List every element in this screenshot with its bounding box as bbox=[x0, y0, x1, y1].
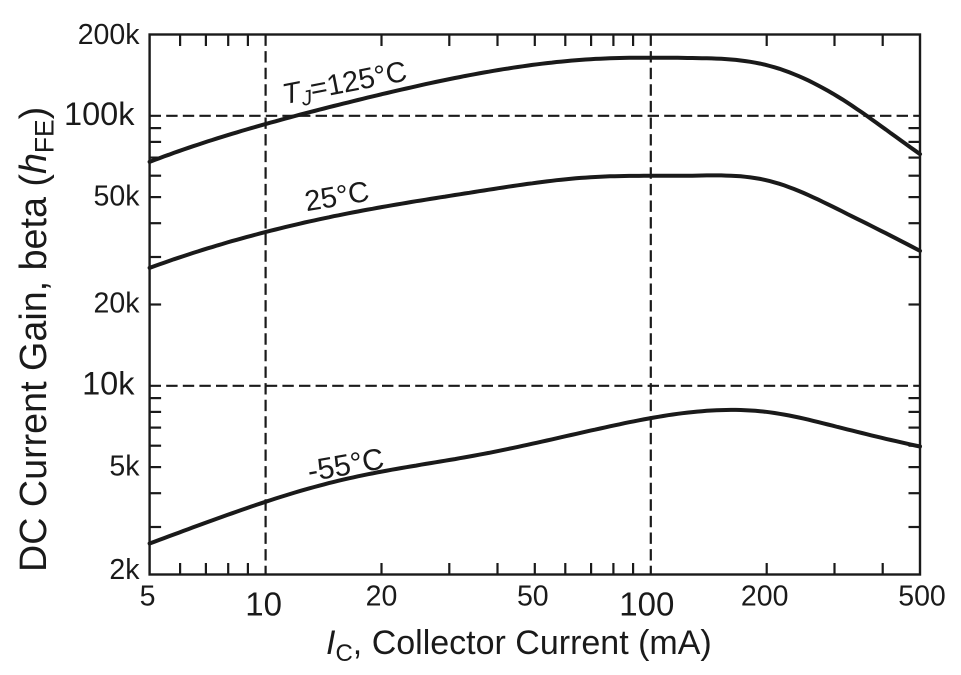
svg-text:50: 50 bbox=[517, 581, 549, 613]
svg-text:2k: 2k bbox=[109, 554, 140, 586]
svg-text:IC, Collector Current (mA): IC, Collector Current (mA) bbox=[326, 624, 712, 667]
svg-text:500: 500 bbox=[898, 581, 946, 613]
svg-text:100: 100 bbox=[619, 586, 674, 623]
svg-text:5k: 5k bbox=[109, 451, 140, 483]
svg-text:10k: 10k bbox=[82, 365, 135, 401]
svg-text:200: 200 bbox=[741, 581, 789, 613]
svg-text:5: 5 bbox=[140, 581, 156, 613]
svg-text:DC Current Gain, beta (hFE): DC Current Gain, beta (hFE) bbox=[12, 107, 60, 572]
svg-text:100k: 100k bbox=[64, 96, 135, 132]
svg-text:50k: 50k bbox=[94, 181, 141, 213]
svg-text:200k: 200k bbox=[78, 19, 141, 51]
svg-text:20: 20 bbox=[366, 581, 398, 613]
svg-text:10: 10 bbox=[245, 586, 282, 623]
svg-text:20k: 20k bbox=[94, 288, 141, 320]
